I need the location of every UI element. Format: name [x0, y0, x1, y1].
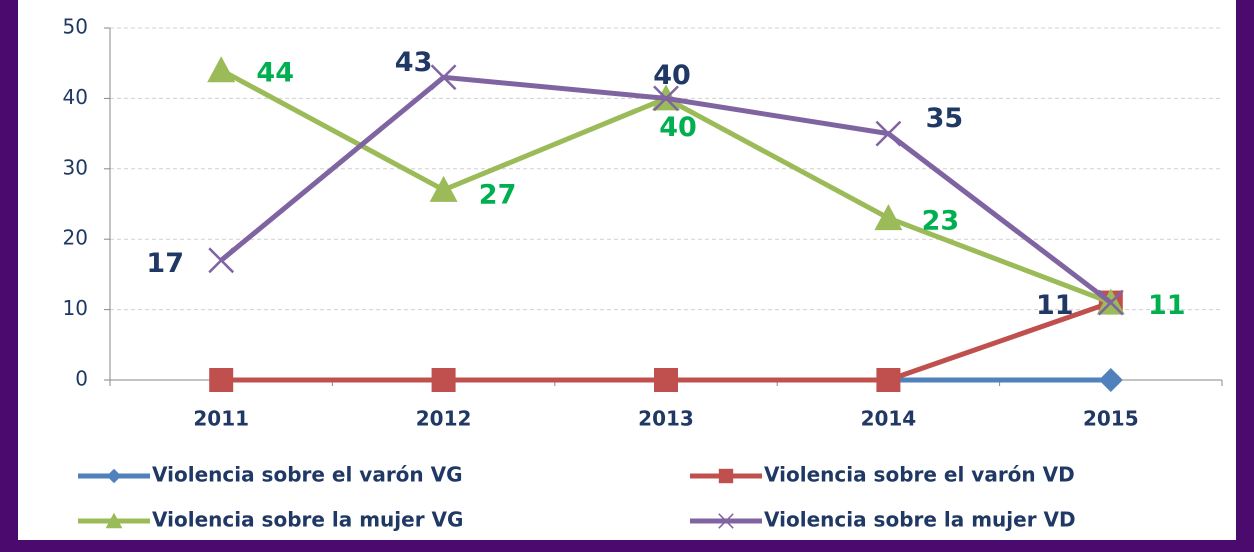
data-label: 23	[922, 206, 960, 237]
data-label: 44	[256, 58, 294, 89]
y-tick-label: 30	[63, 155, 88, 179]
series: 17 43 40 35 11	[146, 47, 1124, 321]
x-tick-label: 2011	[193, 407, 249, 431]
legend-label: Violencia sobre el varón VG	[152, 463, 463, 487]
marker	[876, 368, 901, 392]
data-label: 17	[146, 248, 184, 279]
legend-label: Violencia sobre el varón VD	[764, 463, 1075, 487]
legend-label: Violencia sobre la mujer VD	[764, 508, 1076, 532]
marker	[429, 175, 458, 202]
y-tick-label: 50	[63, 15, 88, 39]
marker	[208, 247, 235, 274]
y-tick-label: 10	[63, 296, 88, 320]
marker	[207, 56, 236, 83]
data-label: 43	[395, 47, 433, 78]
legend-label: Violencia sobre la mujer VG	[152, 508, 463, 532]
y-tick-label: 0	[75, 367, 88, 391]
chart-background	[18, 0, 1236, 540]
marker	[654, 368, 678, 392]
marker	[874, 204, 903, 231]
marker	[105, 512, 123, 529]
data-label: 40	[653, 60, 691, 91]
y-tick-label: 20	[63, 226, 88, 250]
marker	[106, 468, 122, 484]
marker	[718, 513, 734, 529]
marker	[653, 85, 679, 112]
marker	[209, 368, 234, 392]
legend-item: Violencia sobre la mujer VD	[690, 508, 1076, 532]
series	[209, 290, 1123, 392]
y-tick-label: 40	[63, 85, 88, 109]
data-label: 27	[479, 179, 517, 210]
x-tick-label: 2015	[1083, 407, 1139, 431]
marker	[1097, 289, 1124, 316]
data-label: 11	[1148, 290, 1186, 321]
legend-item: Violencia sobre el varón VG	[78, 463, 463, 487]
x-tick-label: 2012	[416, 407, 472, 431]
data-label: 40	[659, 112, 697, 143]
marker	[718, 468, 734, 484]
marker	[875, 120, 902, 147]
x-tick-label: 2013	[638, 407, 694, 431]
marker	[431, 368, 456, 392]
marker	[430, 64, 457, 91]
marker	[1098, 368, 1123, 392]
legend-item: Violencia sobre la mujer VG	[78, 508, 463, 532]
legend-item: Violencia sobre el varón VD	[690, 463, 1075, 487]
data-label: 35	[926, 103, 964, 134]
data-label: 11	[1036, 290, 1074, 321]
x-tick-label: 2014	[861, 407, 917, 431]
